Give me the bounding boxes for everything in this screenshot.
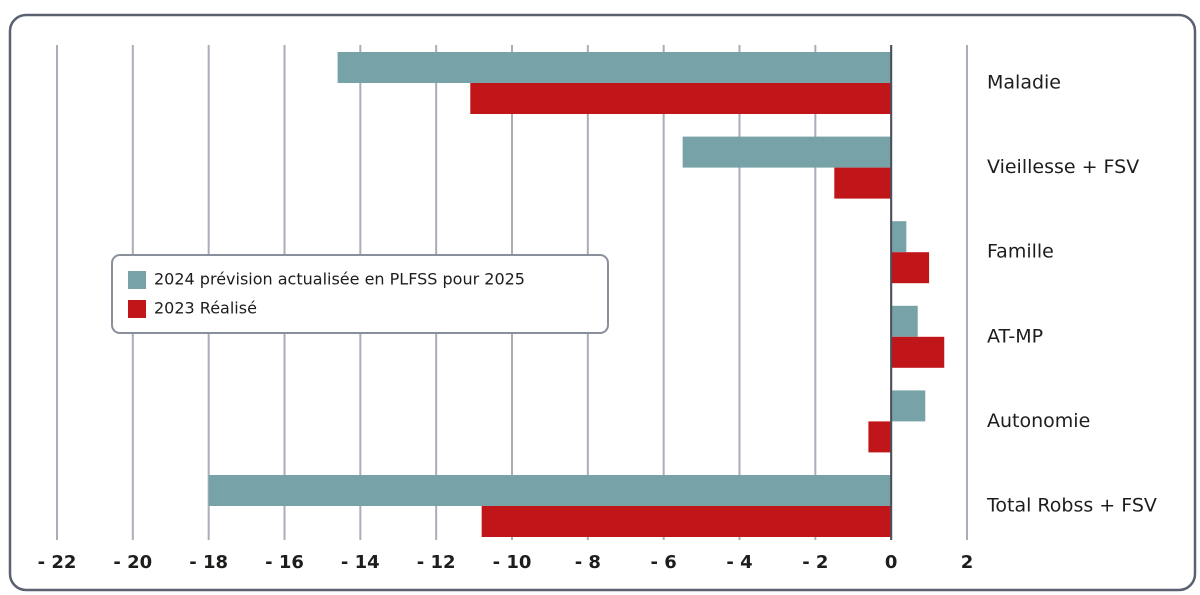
- legend-box: [111, 254, 609, 334]
- x-tick-label: - 16: [265, 552, 304, 573]
- x-tick-label: - 20: [113, 552, 152, 573]
- bar: [481, 506, 892, 537]
- legend-swatch: [128, 300, 146, 318]
- x-tick-label: - 4: [726, 552, 752, 573]
- x-tick-label: - 8: [575, 552, 601, 573]
- x-tick-label: - 2: [802, 552, 828, 573]
- x-tick-label: - 14: [341, 552, 380, 573]
- x-tick-label: - 6: [651, 552, 677, 573]
- x-tick-label: 0: [885, 552, 898, 573]
- bar: [891, 336, 945, 368]
- x-tick-label: - 22: [38, 552, 77, 573]
- bar: [891, 305, 918, 337]
- x-tick-label: - 18: [189, 552, 228, 573]
- legend-label: 2024 prévision actualisée en PLFSS pour …: [154, 270, 525, 289]
- category-label: Total Robss + FSV: [986, 495, 1157, 517]
- bar: [891, 390, 926, 422]
- bar: [868, 421, 892, 453]
- x-tick-label: - 10: [493, 552, 532, 573]
- bar: [682, 136, 892, 168]
- bar: [208, 475, 892, 506]
- category-label: Famille: [987, 241, 1054, 263]
- legend-swatch: [128, 271, 146, 289]
- category-label: Autonomie: [987, 410, 1090, 432]
- bar: [337, 52, 892, 83]
- x-tick-label: 2: [961, 552, 974, 573]
- x-tick-label: - 12: [417, 552, 456, 573]
- bar: [891, 221, 907, 253]
- legend-label: 2023 Réalisé: [154, 299, 257, 318]
- category-label: AT-MP: [987, 325, 1043, 347]
- bar: [834, 167, 892, 199]
- bar: [470, 83, 892, 114]
- bar: [891, 252, 930, 284]
- category-label: Maladie: [987, 72, 1061, 94]
- category-label: Vieillesse + FSV: [987, 156, 1139, 178]
